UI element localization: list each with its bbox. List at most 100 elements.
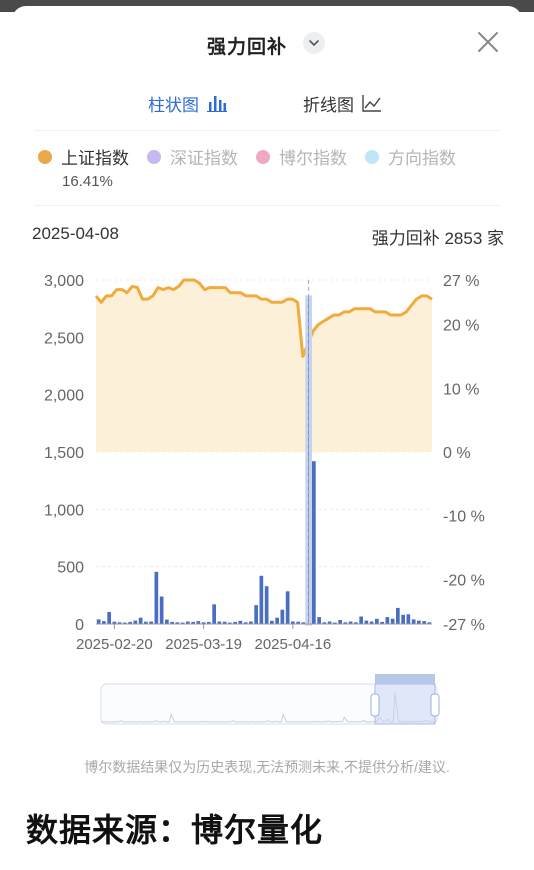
brush-handle-right[interactable] bbox=[430, 693, 440, 717]
bar bbox=[385, 617, 390, 624]
y-tick-label-left: 500 bbox=[57, 560, 84, 577]
bar bbox=[165, 619, 169, 624]
bar bbox=[207, 621, 211, 624]
sheet-header: 强力回补 bbox=[0, 0, 534, 80]
bar bbox=[128, 621, 132, 624]
brush-window[interactable] bbox=[374, 683, 436, 725]
bar bbox=[427, 622, 432, 624]
bar bbox=[375, 618, 379, 624]
bar bbox=[159, 596, 164, 624]
legend-dot bbox=[38, 149, 52, 164]
y-tick-label-left: 2,500 bbox=[44, 330, 84, 347]
bar bbox=[180, 622, 185, 624]
bar bbox=[390, 618, 395, 624]
bar bbox=[312, 461, 316, 624]
bar bbox=[343, 622, 348, 624]
close-icon[interactable] bbox=[474, 28, 502, 56]
x-tick-label: 2025-02-20 bbox=[76, 636, 153, 653]
y-tick-label-right: 10 % bbox=[443, 381, 479, 398]
bar bbox=[317, 617, 321, 624]
bar bbox=[154, 571, 159, 624]
legend-dot bbox=[147, 149, 161, 164]
x-tick-label: 2025-03-19 bbox=[165, 636, 242, 653]
y-tick-label-right: -10 % bbox=[443, 509, 485, 526]
bar-chart-icon bbox=[207, 96, 227, 112]
bar bbox=[338, 620, 342, 624]
bar bbox=[296, 621, 300, 624]
bar bbox=[369, 621, 374, 624]
tab-bar-chart[interactable]: 柱状图 bbox=[148, 90, 227, 116]
range-slider[interactable] bbox=[0, 666, 534, 732]
bar bbox=[380, 621, 384, 624]
bar bbox=[96, 619, 101, 624]
disclaimer-text: 博尔数据结果仅为历史表现,无法预测未来,不提供分析/建议. bbox=[84, 759, 450, 775]
bar bbox=[222, 621, 227, 624]
divider bbox=[34, 130, 500, 131]
bar bbox=[201, 622, 206, 624]
bar bbox=[170, 621, 174, 624]
legend-item-sz[interactable]: 深证指数 bbox=[147, 144, 238, 169]
y-tick-label-right: 27 % bbox=[443, 273, 479, 290]
bar bbox=[333, 622, 337, 624]
chart[interactable]: 3,000 2,500 2,000 1,500 1,000 500 0 27 % 20 % 10 … bbox=[0, 255, 534, 665]
bar bbox=[411, 619, 416, 624]
bar bbox=[233, 621, 237, 624]
bar bbox=[359, 616, 363, 624]
bar bbox=[259, 575, 264, 624]
legend-value: 16.41% bbox=[62, 173, 113, 190]
bar bbox=[280, 609, 285, 624]
area-fill bbox=[96, 280, 432, 452]
y-tick-label-left: 3,000 bbox=[44, 273, 84, 290]
chevron-down-icon[interactable] bbox=[303, 32, 325, 54]
sheet-title[interactable]: 强力回补 bbox=[207, 37, 288, 58]
bar bbox=[196, 621, 201, 624]
legend-label: 深证指数 bbox=[170, 149, 238, 168]
y-tick-label-right: 0 % bbox=[443, 445, 471, 462]
bar bbox=[301, 622, 306, 624]
bar bbox=[175, 622, 180, 624]
y-tick-label-right: 20 % bbox=[443, 318, 479, 335]
y-tick-label-left: 0 bbox=[75, 617, 84, 634]
bar bbox=[354, 622, 358, 624]
bar bbox=[401, 614, 405, 624]
bar bbox=[149, 621, 153, 624]
bar bbox=[138, 617, 143, 624]
bar bbox=[270, 620, 274, 624]
legend-label: 博尔指数 bbox=[279, 149, 347, 168]
y-tick-label-right: -20 % bbox=[443, 572, 485, 589]
data-source-caption: 数据来源：博尔量化 bbox=[26, 812, 324, 848]
bar bbox=[249, 621, 253, 624]
bar bbox=[254, 605, 258, 624]
divider bbox=[34, 205, 500, 206]
y-tick-label-left: 1,500 bbox=[44, 445, 84, 462]
bar bbox=[417, 620, 421, 624]
bar bbox=[327, 621, 332, 624]
bar bbox=[322, 622, 327, 624]
y-tick-label-left: 2,000 bbox=[44, 388, 84, 405]
y-tick-label-right: -27 % bbox=[443, 617, 485, 634]
legend: 上证指数 深证指数 博尔指数 方向指数 bbox=[38, 144, 474, 169]
line-chart-icon bbox=[362, 95, 381, 112]
bar bbox=[348, 621, 353, 624]
legend-dot bbox=[365, 149, 379, 164]
bar bbox=[123, 622, 127, 624]
brush-handle-left[interactable] bbox=[370, 693, 380, 717]
legend-item-dir[interactable]: 方向指数 bbox=[365, 144, 456, 169]
bar bbox=[102, 621, 106, 624]
legend-label: 上证指数 bbox=[61, 149, 129, 168]
bar bbox=[396, 607, 400, 624]
bar bbox=[422, 621, 426, 624]
index-line bbox=[94, 278, 433, 358]
legend-dot bbox=[256, 149, 270, 164]
selected-date: 2025-04-08 bbox=[32, 224, 119, 243]
tab-line-chart[interactable]: 折线图 bbox=[303, 90, 382, 116]
bar bbox=[285, 591, 290, 624]
brush-drag-bar[interactable] bbox=[375, 674, 435, 684]
x-tick-label: 2025-04-16 bbox=[255, 636, 332, 653]
legend-item-bo[interactable]: 博尔指数 bbox=[256, 144, 347, 169]
legend-item-sh[interactable]: 上证指数 bbox=[38, 144, 129, 169]
tab-label: 柱状图 bbox=[148, 95, 199, 115]
bar bbox=[133, 620, 138, 624]
tab-label: 折线图 bbox=[303, 95, 354, 115]
bar bbox=[117, 622, 122, 624]
